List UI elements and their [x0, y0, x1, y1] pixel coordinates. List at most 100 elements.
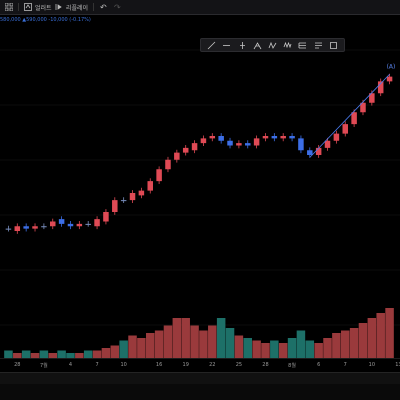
volume-bar [358, 323, 368, 358]
vertical-line-tool-button[interactable] [237, 40, 247, 50]
volume-bar [163, 325, 173, 358]
candle-body [23, 226, 29, 229]
volume-bar [21, 350, 31, 358]
wave-tool-button[interactable] [283, 40, 293, 50]
volume-bar [4, 350, 13, 358]
replay-button[interactable]: 리플레이 [55, 0, 88, 14]
volume-bar [252, 340, 261, 358]
volume-bar [225, 328, 235, 358]
price-change: -10,000 (-0.17%) [48, 17, 91, 23]
x-tick-label: 7 [95, 362, 99, 368]
trend-line-tool-button[interactable] [207, 40, 217, 50]
volume-bar [278, 343, 288, 358]
candle-body [377, 81, 384, 94]
redo-button[interactable]: ↷ [114, 0, 121, 14]
volume-bar [190, 325, 199, 358]
candle-body [85, 223, 91, 225]
price-chart[interactable]: (A) [0, 30, 400, 358]
candle-body [165, 159, 171, 170]
x-tick-label: 25 [235, 362, 243, 368]
candle-body [262, 136, 269, 139]
volume-bar [75, 353, 84, 358]
volume-bar [349, 328, 359, 358]
x-tick-label: 28 [14, 362, 21, 368]
candle-body [191, 143, 198, 151]
volume-bar [305, 340, 315, 358]
horizontal-line-tool-button[interactable] [222, 40, 232, 50]
redo-icon: ↷ [114, 2, 121, 12]
candle-body [174, 152, 180, 160]
candle-body [289, 136, 295, 139]
x-tick-label: 8월 [288, 363, 296, 369]
trend-line-icon [207, 41, 216, 49]
candle-body [50, 221, 56, 227]
candle-body [94, 219, 100, 227]
candle-body [5, 228, 12, 230]
volume-bar [296, 330, 306, 358]
annotation-label: (A) [387, 63, 396, 70]
volume-bar [128, 335, 137, 358]
volume-bar [39, 350, 49, 358]
candle-body [112, 200, 118, 212]
replay-label: 리플레이 [66, 4, 89, 12]
chart-scrollbar[interactable] [0, 372, 400, 385]
volume-bar [270, 340, 279, 358]
candle-body [360, 102, 366, 113]
undo-button[interactable]: ↶ [100, 0, 107, 14]
pitchfork-tool-button[interactable] [252, 40, 262, 50]
horizontal-line-icon [223, 44, 231, 46]
candle-body [41, 226, 47, 228]
candle-body [245, 143, 251, 146]
top-toolbar: 얼러트 리플레이 ↶ ↷ [0, 0, 400, 15]
candle-body [324, 140, 331, 148]
zigzag-icon [268, 41, 277, 49]
volume-bar [340, 330, 350, 358]
candle-body [218, 136, 224, 141]
x-tick-label: 4 [68, 362, 73, 368]
volume-bar [376, 313, 385, 358]
wave-icon [283, 41, 292, 48]
zigzag-tool-button[interactable] [267, 40, 277, 50]
toolbar-divider [93, 3, 94, 11]
volume-bar [119, 340, 128, 358]
candle-body [76, 223, 83, 227]
x-tick-label: 19 [182, 362, 189, 368]
text-tool-button[interactable] [313, 40, 323, 50]
volume-bar [57, 350, 66, 358]
grid-icon [5, 3, 13, 11]
candle-body [342, 124, 348, 134]
rectangle-tool-button[interactable] [328, 40, 338, 50]
fib-retracement-tool-button[interactable] [298, 40, 308, 50]
candle-body [103, 212, 109, 222]
toolbar-divider [18, 3, 19, 11]
x-tick-label: 10 [368, 362, 376, 368]
ohlc-prefix: 580,000 [0, 17, 21, 23]
candle-body [138, 190, 145, 196]
ohlc-value: ▲590,000 [22, 17, 47, 23]
time-axis[interactable]: 28 7월 4 7 10 16 19 22 25 28 8월 6 7 10 13 [0, 358, 400, 371]
candle-body [298, 138, 304, 151]
volume-bar [48, 353, 58, 358]
x-tick-label: 10 [120, 362, 127, 368]
candle-body [227, 140, 233, 146]
volume-bar [110, 345, 120, 358]
replay-icon [55, 4, 62, 10]
volume-bar [181, 318, 190, 358]
volume-bar [66, 353, 75, 358]
candle-body [14, 226, 21, 231]
candle-body [307, 150, 313, 155]
candle-body [156, 169, 162, 182]
volume-bar [243, 338, 253, 358]
text-icon [314, 42, 322, 48]
ohlc-info: 580,000 ▲590,000 -10,000 (-0.17%) [0, 17, 91, 23]
candle-body [271, 136, 278, 139]
candle-body [32, 226, 38, 229]
alert-button[interactable]: 얼러트 [24, 0, 52, 14]
grid-layout-button[interactable] [5, 0, 13, 14]
volume-bar [332, 333, 341, 358]
alert-icon [24, 3, 32, 11]
x-tick-label: 7월 [39, 363, 48, 369]
volume-bar [367, 318, 377, 358]
volume-bar [30, 353, 40, 358]
bottom-panel [0, 384, 400, 400]
